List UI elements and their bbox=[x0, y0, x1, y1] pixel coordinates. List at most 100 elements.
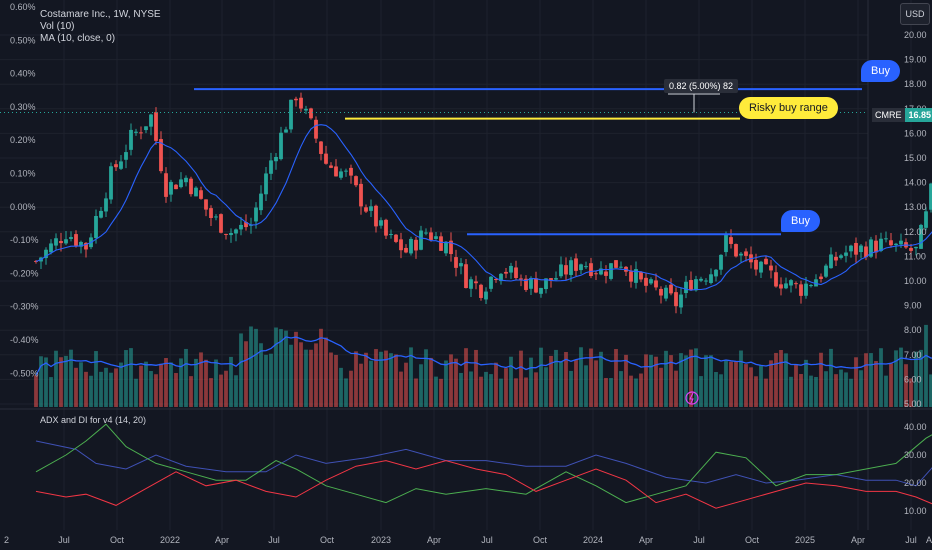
volume-bar bbox=[49, 377, 53, 407]
candle-body bbox=[529, 277, 533, 289]
volume-bar bbox=[204, 359, 208, 407]
volume-bar bbox=[294, 331, 298, 407]
candle-body bbox=[119, 161, 123, 169]
volume-bar bbox=[599, 351, 603, 407]
candle-body bbox=[214, 216, 218, 218]
volume-bar bbox=[674, 370, 678, 407]
volume-bar bbox=[364, 352, 368, 407]
volume-bar bbox=[169, 362, 173, 407]
volume-bar bbox=[314, 343, 318, 407]
candle-body bbox=[234, 229, 238, 234]
volume-bar bbox=[489, 374, 493, 407]
candle-body bbox=[814, 279, 818, 287]
currency-button[interactable]: USD bbox=[900, 3, 930, 25]
candle-body bbox=[64, 239, 68, 244]
price-axis-tick: 6.00 bbox=[904, 374, 922, 384]
candle-body bbox=[719, 254, 723, 270]
last-price-tag: CMRE 16.85 bbox=[872, 108, 932, 122]
candle-body bbox=[44, 249, 48, 259]
volume-bar bbox=[754, 376, 758, 407]
volume-bar bbox=[349, 370, 353, 407]
volume-bar bbox=[894, 350, 898, 407]
candle-body bbox=[744, 251, 748, 256]
candle-body bbox=[889, 240, 893, 246]
candle-body bbox=[849, 245, 853, 252]
measure-label: 0.82 (5.00%) 82 bbox=[664, 79, 739, 93]
volume-bar bbox=[309, 349, 313, 407]
volume-bar bbox=[474, 349, 478, 407]
left-axis-tick: -0.30% bbox=[10, 302, 39, 312]
candle-body bbox=[709, 274, 713, 283]
candle-body bbox=[224, 233, 228, 235]
volume-bar bbox=[64, 355, 68, 407]
buy-label-mid[interactable]: Buy bbox=[781, 210, 820, 232]
candle-body bbox=[544, 278, 548, 290]
candle-body bbox=[839, 255, 843, 258]
candle-body bbox=[239, 224, 243, 230]
time-axis-tick: Jul bbox=[905, 535, 917, 545]
volume-bar bbox=[709, 355, 713, 407]
volume-bar bbox=[634, 378, 638, 407]
candle-body bbox=[444, 241, 448, 254]
risky-buy-label[interactable]: Risky buy range bbox=[739, 97, 838, 119]
candle-body bbox=[174, 184, 178, 190]
volume-bar bbox=[644, 354, 648, 407]
volume-bar bbox=[229, 356, 233, 407]
candle-body bbox=[439, 236, 443, 251]
candle-body bbox=[614, 260, 618, 268]
candle-body bbox=[94, 215, 98, 239]
volume-bar bbox=[124, 350, 128, 407]
candle-body bbox=[179, 179, 183, 188]
volume-bar bbox=[914, 351, 918, 407]
candle-body bbox=[879, 238, 883, 251]
price-axis-tick: 11.00 bbox=[904, 251, 926, 261]
volume-bar bbox=[524, 377, 528, 407]
volume-bar bbox=[494, 362, 498, 407]
volume-bar bbox=[639, 373, 643, 407]
candle-body bbox=[759, 261, 763, 273]
volume-bar bbox=[574, 360, 578, 407]
candle-body bbox=[469, 279, 473, 289]
volume-bar bbox=[89, 375, 93, 407]
candle-body bbox=[524, 278, 528, 290]
buy-label-top[interactable]: Buy bbox=[861, 60, 900, 82]
volume-bar bbox=[859, 370, 863, 407]
volume-bar bbox=[509, 356, 513, 407]
candle-body bbox=[569, 260, 573, 275]
candle-body bbox=[509, 265, 513, 273]
volume-bar bbox=[629, 375, 633, 407]
volume-bar bbox=[399, 371, 403, 407]
time-axis-tick: Oct bbox=[110, 535, 125, 545]
candle-body bbox=[164, 173, 168, 197]
volume-bar bbox=[654, 356, 658, 407]
candle-body bbox=[69, 237, 73, 239]
candle-body bbox=[894, 243, 898, 246]
volume-bar bbox=[909, 378, 913, 407]
candle-body bbox=[379, 220, 383, 226]
volume-bar bbox=[734, 361, 738, 407]
ma-line bbox=[35, 124, 932, 291]
volume-bar bbox=[809, 375, 813, 407]
volume-bar bbox=[244, 341, 248, 407]
candle-body bbox=[419, 230, 423, 250]
candle-body bbox=[124, 152, 128, 160]
candle-body bbox=[409, 238, 413, 254]
volume-bar bbox=[724, 360, 728, 407]
candle-body bbox=[644, 277, 648, 286]
volume-bar bbox=[94, 351, 98, 407]
volume-bar bbox=[864, 353, 868, 407]
candle-body bbox=[189, 178, 193, 195]
left-axis-tick: 0.30% bbox=[10, 102, 36, 112]
volume-bar bbox=[679, 353, 683, 407]
candle-body bbox=[854, 243, 858, 255]
left-axis-tick: 0.40% bbox=[10, 69, 36, 79]
volume-bar bbox=[464, 348, 468, 407]
volume-bar bbox=[649, 354, 653, 407]
volume-bar bbox=[729, 361, 733, 407]
candle-body bbox=[824, 265, 828, 277]
candle-body bbox=[154, 112, 158, 141]
volume-bar bbox=[439, 378, 443, 407]
left-axis-tick: 0.20% bbox=[10, 135, 36, 145]
candle-body bbox=[674, 292, 678, 307]
